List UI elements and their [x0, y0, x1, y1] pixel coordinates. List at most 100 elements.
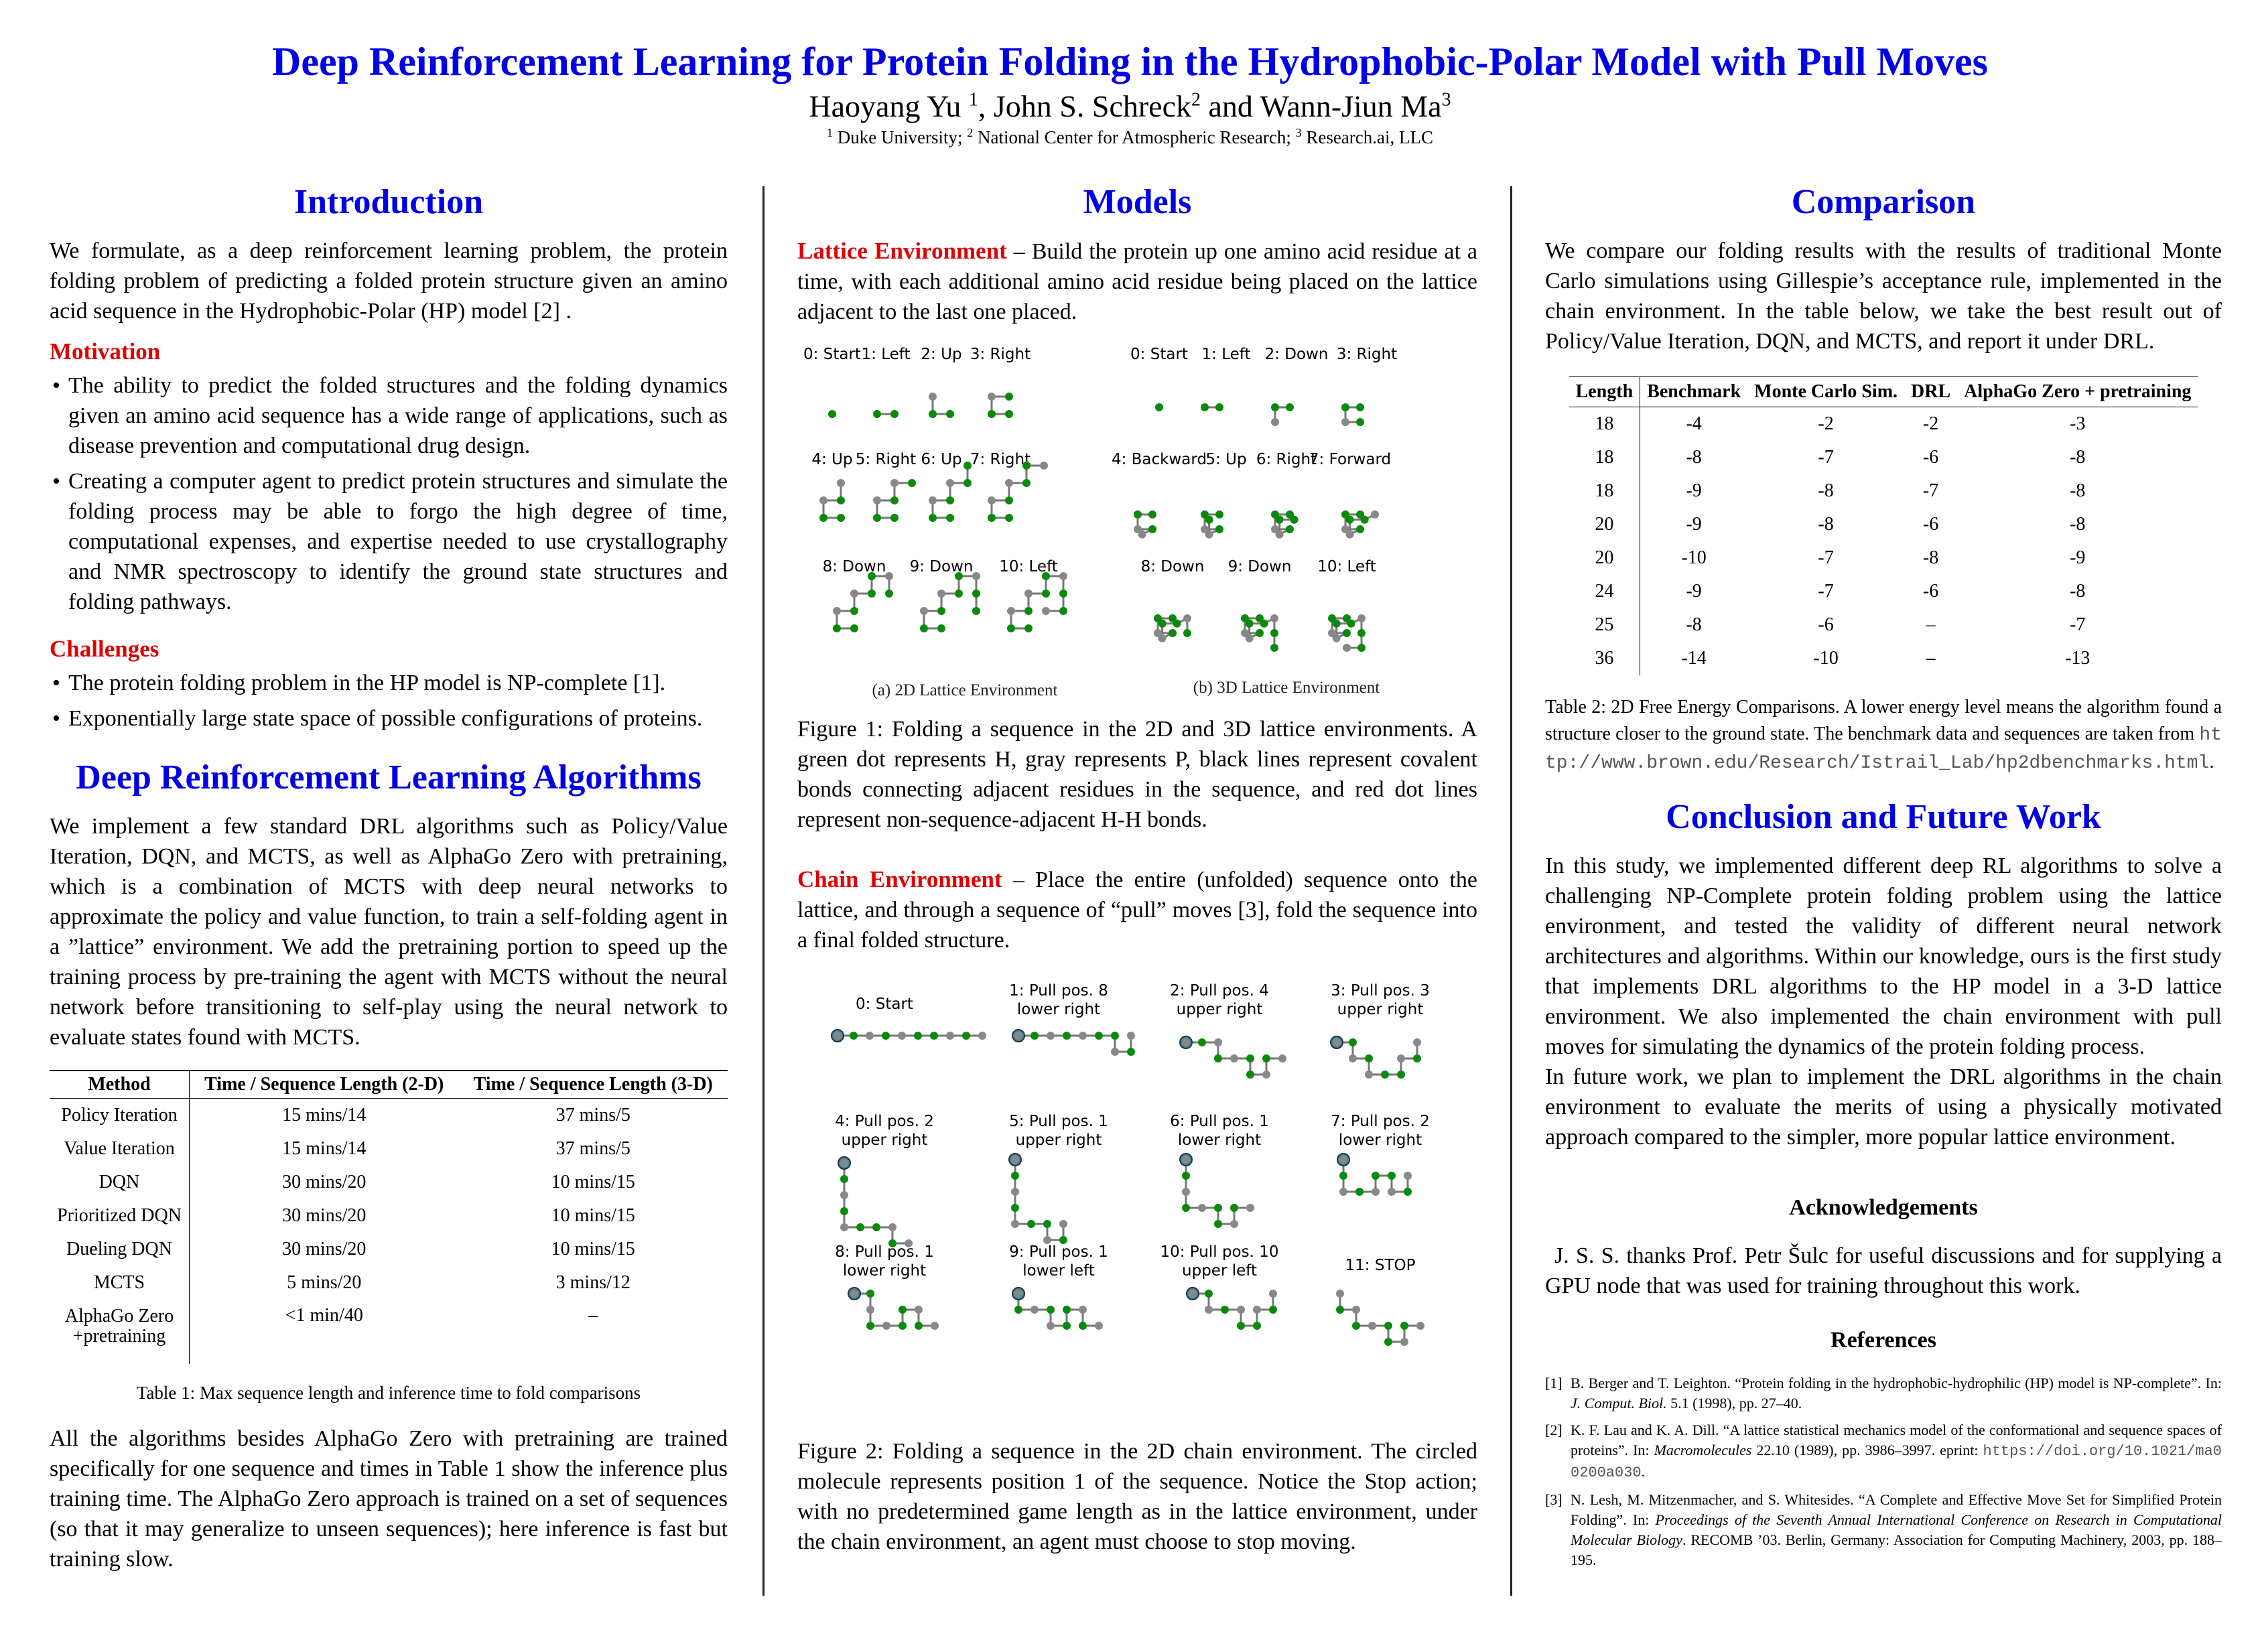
- h-residue: [1352, 1321, 1360, 1330]
- h-residue: [1031, 1031, 1039, 1040]
- h-residue: [946, 496, 954, 504]
- protein-conformation: [831, 1028, 986, 1042]
- benchmark-link[interactable]: http://www.brown.edu/Research/Istrail_La…: [1545, 724, 2222, 774]
- protein-conformation: [1134, 510, 1156, 539]
- h-residue: [1349, 1038, 1357, 1046]
- h-residue: [1148, 510, 1156, 519]
- p-residue: [920, 606, 928, 615]
- figure-panel-label: upper right: [1016, 1131, 1102, 1149]
- acknowledgements-heading: Acknowledgements: [1789, 1194, 1978, 1220]
- h-residue: [1332, 619, 1341, 628]
- figure-panel-label: 6: Pull pos. 1: [1170, 1113, 1269, 1130]
- protein-conformation: [1201, 510, 1223, 539]
- table-cell: -2: [1818, 413, 1834, 434]
- h-residue: [1182, 1203, 1190, 1212]
- p-residue: [1388, 1187, 1396, 1196]
- p-residue: [937, 589, 945, 598]
- table-cell: –: [588, 1304, 598, 1326]
- table-cell: -6: [1922, 446, 1939, 468]
- p-residue: [850, 1289, 858, 1298]
- table-cell: MCTS: [50, 1265, 190, 1300]
- affil-2: National Center for Atmospheric Research…: [977, 127, 1291, 147]
- table-row: 18 -4 -2 -2 -3: [1569, 407, 2198, 441]
- p-residue: [1014, 1031, 1022, 1040]
- figure-1a-caption: (a) 2D Lattice Environment: [872, 681, 1058, 699]
- affil-1: Duke University;: [837, 127, 963, 147]
- h-residue: [1022, 478, 1031, 487]
- h-residue: [1275, 515, 1284, 524]
- ref-text: B. Berger and T. Leighton. “Protein fold…: [1571, 1373, 2222, 1414]
- table-cell: -7: [2070, 614, 2086, 635]
- h-residue: [837, 496, 845, 504]
- figure-panel-label: 8: Down: [1141, 558, 1205, 575]
- table-2: Length Benchmark Monte Carlo Sim. DRL Al…: [1569, 376, 2198, 675]
- h-residue: [937, 606, 945, 615]
- table-cell: -7: [1818, 580, 1834, 602]
- p-residue: [866, 1031, 874, 1040]
- h-residue: [1256, 628, 1264, 637]
- h-residue: [908, 478, 916, 487]
- protein-conformation: [848, 1286, 939, 1330]
- figure-panel-label: 7: Forward: [1309, 451, 1391, 468]
- table-cell: -8: [1818, 480, 1834, 501]
- table-cell: -8: [2070, 580, 2086, 602]
- table-cell: -6: [1922, 580, 1939, 602]
- h-residue: [1095, 1031, 1103, 1040]
- table-row: 25 -8 -6 – -7: [1569, 608, 2198, 642]
- h-residue: [1270, 628, 1278, 637]
- h-residue: [1356, 403, 1364, 411]
- p-residue: [1079, 1305, 1087, 1314]
- h-residue: [1384, 1321, 1392, 1330]
- chain-text: – Place the entire (unfolded) sequence o…: [797, 867, 1477, 953]
- p-residue: [1352, 1305, 1360, 1314]
- table-2-col: Benchmark: [1640, 376, 1748, 407]
- h-residue: [929, 409, 937, 418]
- protein-conformation: [873, 409, 899, 418]
- table-row: MCTS 5 mins/20 3 mins/12: [50, 1265, 728, 1300]
- acknowledgements-text: J. S. S. thanks Prof. Petr Šulc for usef…: [1545, 1243, 2222, 1298]
- h-residue: [1059, 606, 1067, 615]
- figure-panel-label: 6: Up: [921, 451, 961, 468]
- p-residue: [1014, 1289, 1022, 1298]
- author-list: Haoyang Yu 1, John S. Schreck2 and Wann-…: [809, 89, 1451, 123]
- column-left: Introduction We formulate, as a deep rei…: [50, 174, 728, 1580]
- column-middle: Models Lattice Environment – Build the p…: [797, 174, 1477, 1557]
- ref-link[interactable]: https://doi.org/10.1021/ma00200a030: [1571, 1442, 2222, 1481]
- motivation-item: Creating a computer agent to predict pro…: [50, 466, 728, 617]
- table-cell: 18: [1569, 407, 1641, 441]
- p-residue: [1246, 1203, 1254, 1212]
- protein-conformation: [1012, 1286, 1103, 1330]
- models-heading: Models: [1083, 183, 1192, 221]
- table-row: 20 -10 -7 -8 -9: [1569, 541, 2198, 575]
- figure-panel-label: 3: Right: [970, 346, 1031, 363]
- protein-conformation: [1155, 403, 1163, 411]
- figure-panel-label: 0: Start: [1130, 346, 1188, 363]
- p-residue: [1158, 634, 1167, 642]
- h-residue: [1347, 619, 1355, 628]
- ref-venue: J. Comput. Biol.: [1571, 1394, 1667, 1412]
- p-residue: [1413, 1038, 1421, 1046]
- protein-conformation: [1328, 614, 1366, 652]
- h-residue: [963, 461, 972, 470]
- h-residue: [937, 624, 945, 632]
- ref-venue: Proceedings of the Seventh Annual Intern…: [1571, 1511, 2222, 1548]
- h-residue: [1230, 1203, 1238, 1212]
- h-residue: [840, 1174, 848, 1183]
- h-residue: [1372, 1171, 1380, 1180]
- ref-authors: B. Berger and T. Leighton. “Protein fold…: [1571, 1374, 2222, 1391]
- p-residue: [1371, 510, 1379, 519]
- intro-text: We formulate, as a deep reinforcement le…: [50, 238, 728, 324]
- comparison-text: We compare our folding results with the …: [1545, 238, 2222, 354]
- h-residue: [1341, 403, 1349, 411]
- p-residue: [931, 1321, 939, 1330]
- table-cell: 3 mins/12: [555, 1271, 630, 1293]
- table-1-caption: Table 1: Max sequence length and inferen…: [136, 1382, 641, 1403]
- ref-number: [2]: [1545, 1421, 1563, 1438]
- table-cell: 18: [1569, 474, 1641, 508]
- p-residue: [1059, 571, 1067, 580]
- table-2-caption-text: Table 2: 2D Free Energy Comparisons. A l…: [1545, 696, 2222, 744]
- protein-conformation: [1201, 403, 1223, 411]
- h-residue: [873, 513, 881, 522]
- h-residue: [1042, 589, 1050, 598]
